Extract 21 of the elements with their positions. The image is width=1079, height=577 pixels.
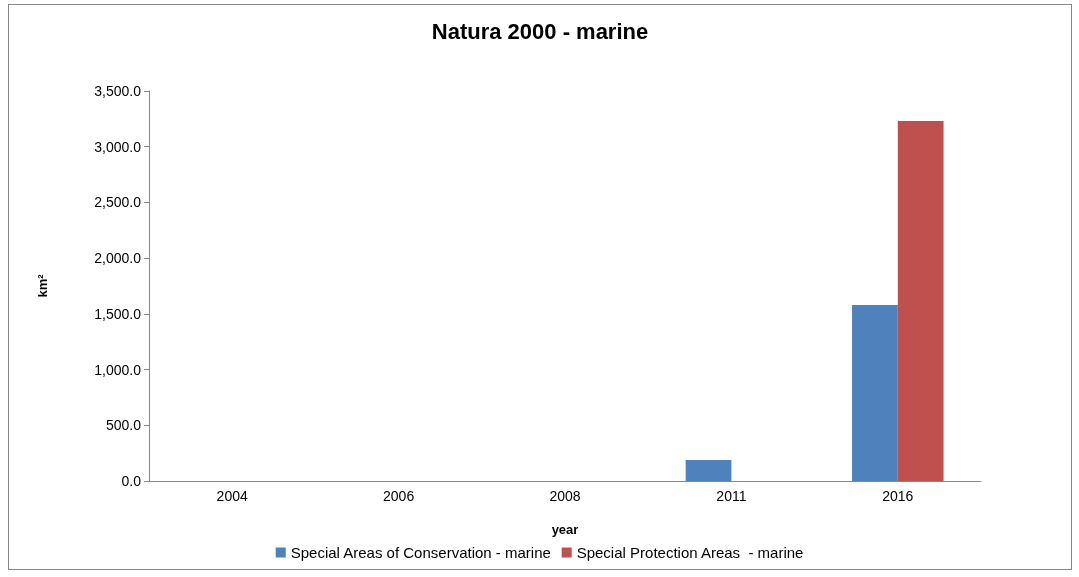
- bar: [852, 304, 898, 481]
- legend-label: Special Areas of Conservation - marine: [290, 544, 551, 561]
- x-axis-title: year: [551, 522, 579, 537]
- x-tick-label: 2016: [882, 488, 914, 504]
- x-tick-label: 2008: [549, 488, 581, 504]
- y-tick-label: 2,000.0: [94, 250, 142, 267]
- x-tick-label: 2006: [383, 488, 415, 504]
- bar: [897, 121, 944, 481]
- y-tick-label: 1,000.0: [94, 361, 142, 378]
- y-tick-label: 500.0: [105, 417, 142, 434]
- bar: [685, 460, 732, 481]
- legend-label: Special Protection Areas - marine: [576, 544, 804, 561]
- y-tick-label: 3,000.0: [94, 138, 142, 155]
- x-tick-label: 2004: [216, 488, 248, 504]
- y-tick-label: 0.0: [121, 473, 142, 489]
- chart-title: Natura 2000 - marine: [431, 18, 649, 44]
- y-tick-label: 3,500.0: [94, 83, 142, 99]
- y-tick-label: 2,500.0: [94, 194, 142, 211]
- x-tick-label: 2011: [716, 488, 747, 504]
- y-axis-title: km²: [35, 273, 50, 298]
- y-tick-label: 1,500.0: [94, 305, 142, 322]
